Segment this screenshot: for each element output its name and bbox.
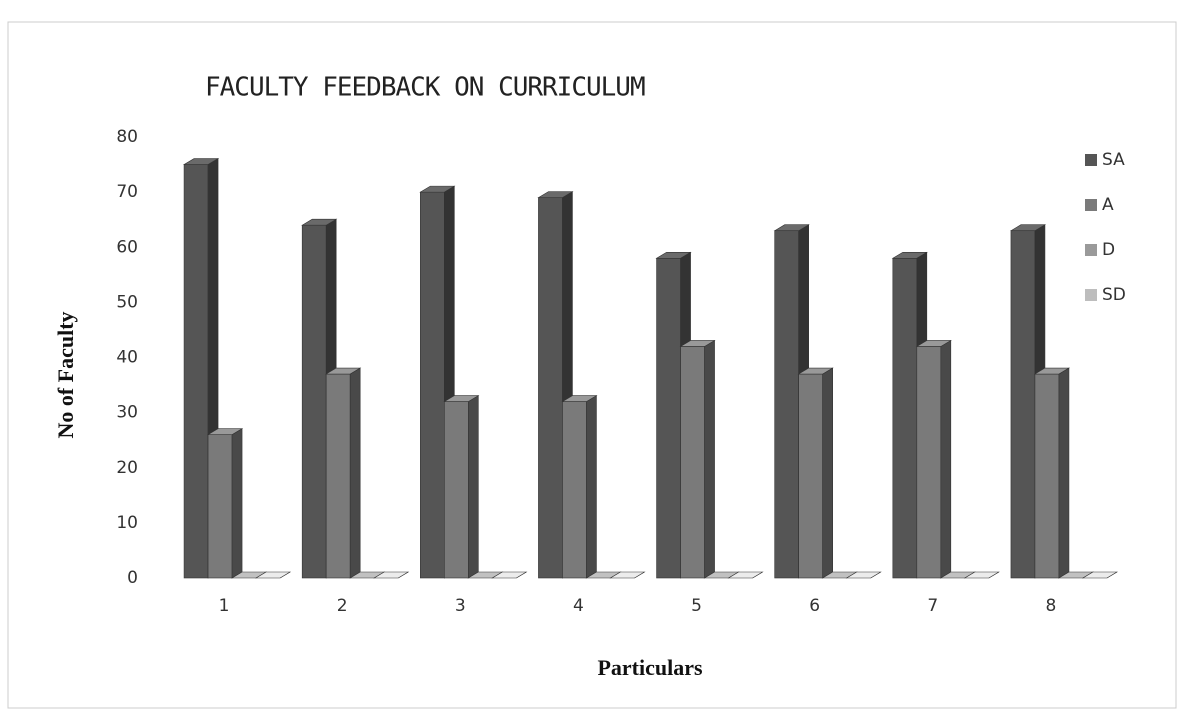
- bar-front: [207, 434, 233, 579]
- bar: [491, 571, 528, 579]
- legend-swatch: [1085, 199, 1097, 211]
- bar: [1033, 367, 1071, 579]
- bar-front: [916, 346, 942, 579]
- chart-frame: [7, 21, 1177, 709]
- bar-front: [562, 401, 587, 579]
- bar: [797, 367, 834, 579]
- bar-top: [419, 185, 456, 193]
- x-tick-label: 3: [455, 596, 466, 616]
- legend-label: SD: [1102, 285, 1126, 305]
- bar: [915, 339, 952, 579]
- bar: [254, 571, 292, 579]
- bar-front: [538, 197, 563, 579]
- y-tick-label: 50: [116, 292, 138, 312]
- bar-front: [774, 230, 799, 579]
- bar-top: [963, 571, 1000, 579]
- bar-front: [1010, 230, 1036, 579]
- bar-front: [798, 373, 823, 579]
- bar-side: [349, 367, 361, 579]
- bar-front: [656, 257, 681, 579]
- bar-top: [773, 224, 810, 232]
- bar: [727, 571, 764, 579]
- bar-top: [1033, 367, 1071, 375]
- x-tick-label: 7: [927, 596, 938, 616]
- legend-label: SA: [1102, 150, 1125, 170]
- bar-top: [1081, 571, 1119, 579]
- y-tick-label: 70: [116, 182, 138, 202]
- bar-front: [325, 373, 351, 579]
- legend-label: A: [1102, 195, 1114, 215]
- bar-top: [679, 340, 716, 347]
- y-tick-label: 0: [127, 568, 138, 588]
- bar-top: [325, 367, 362, 375]
- bar: [609, 571, 646, 579]
- bar-front: [420, 191, 445, 579]
- bar-top: [301, 218, 338, 226]
- bar-top: [561, 395, 598, 402]
- bar: [206, 428, 244, 579]
- x-tick-label: 8: [1046, 596, 1057, 616]
- bar-top: [1009, 224, 1047, 232]
- bar-top: [727, 571, 764, 579]
- y-axis-label: No of Faculty: [53, 311, 78, 438]
- bar-top: [373, 571, 410, 579]
- bar-side: [704, 339, 715, 579]
- x-tick-label: 1: [219, 596, 230, 616]
- bar-front: [892, 257, 918, 579]
- bar: [845, 571, 882, 579]
- bar: [373, 571, 410, 579]
- bar-top: [182, 158, 220, 165]
- x-tick-label: 6: [809, 596, 820, 616]
- bar: [1081, 571, 1119, 579]
- bar-top: [254, 571, 292, 579]
- x-tick-label: 2: [337, 596, 348, 616]
- bar-top: [655, 251, 692, 259]
- bar-side: [940, 339, 952, 579]
- x-tick-label: 5: [691, 596, 702, 616]
- bar: [679, 339, 716, 579]
- y-tick-label: 40: [116, 348, 138, 368]
- bar-top: [797, 367, 834, 375]
- x-axis-label: Particulars: [597, 655, 703, 680]
- y-tick-label: 30: [116, 403, 138, 423]
- legend-swatch: [1085, 244, 1097, 256]
- bar-top: [891, 251, 928, 259]
- bar-top: [491, 571, 528, 579]
- chart-title: FACULTY FEEDBACK ON CURRICULUM: [205, 73, 645, 103]
- bar-top: [443, 395, 480, 402]
- bar-side: [1058, 367, 1070, 579]
- legend-swatch: [1085, 154, 1097, 166]
- bar: [443, 395, 480, 579]
- bar: [963, 571, 1000, 579]
- bar-top: [845, 571, 882, 579]
- bar-top: [609, 571, 646, 579]
- bar: [561, 395, 598, 579]
- bar-side: [586, 395, 597, 579]
- y-tick-label: 60: [116, 237, 138, 257]
- legend-swatch: [1085, 289, 1097, 301]
- bar-front: [301, 224, 327, 579]
- y-tick-label: 10: [116, 513, 138, 533]
- bar-top: [915, 340, 952, 347]
- bar-front: [444, 401, 469, 579]
- y-tick-label: 20: [116, 458, 138, 478]
- x-tick-label: 4: [573, 596, 584, 616]
- bar-top: [206, 428, 244, 435]
- bar-front: [680, 346, 705, 579]
- bar-side: [822, 367, 833, 579]
- y-tick-label: 80: [116, 127, 138, 147]
- bar: [325, 367, 362, 579]
- bar-side: [231, 428, 243, 579]
- bar-front: [1034, 373, 1060, 579]
- bar-front: [183, 164, 209, 579]
- legend-label: D: [1102, 240, 1115, 260]
- bar-top: [537, 191, 574, 198]
- bar-side: [468, 395, 479, 579]
